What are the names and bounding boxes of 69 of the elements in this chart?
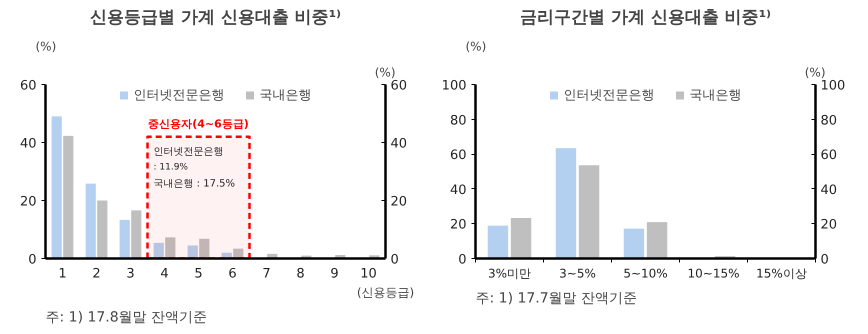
bar [165, 237, 176, 258]
y2-tick-label: 40 [390, 136, 408, 152]
y2-tick-label: 60 [390, 78, 408, 94]
bar [131, 210, 142, 258]
y-tick-label: 60 [450, 148, 467, 164]
bar [63, 136, 74, 258]
y-tick-label: 80 [450, 113, 467, 128]
x-tick-label: 7 [262, 266, 271, 282]
y2-tick-label: 20 [820, 218, 838, 233]
x-tick-label: 5 [194, 266, 203, 282]
x-tick-label: 5~10% [623, 266, 668, 280]
bar [199, 238, 210, 258]
bar [188, 245, 198, 258]
x-tick-label: 1 [58, 266, 67, 282]
legend-label: 인터넷전문은행 [564, 87, 654, 104]
bar [488, 226, 508, 258]
y-tick-label: 40 [20, 136, 37, 152]
y2-axis-title: (%) [804, 66, 826, 80]
x-tick-label: 10~15% [688, 266, 740, 280]
y2-tick-label: 0 [820, 252, 829, 268]
y-tick-label: 0 [28, 252, 37, 268]
y2-tick-label: 0 [390, 252, 399, 268]
x-tick-label: 2 [92, 266, 101, 282]
chart-title: 금리구간별 가계 신용대출 비중¹⁾ [520, 8, 772, 28]
x-tick-label: 8 [296, 266, 305, 282]
bar [556, 148, 576, 258]
x-tick-label: 9 [330, 266, 339, 282]
x-tick-label: 3~5% [559, 266, 596, 280]
y-tick-label: 20 [450, 218, 467, 233]
legend-label: 인터넷전문은행 [134, 87, 224, 104]
bar [624, 228, 644, 258]
bar [52, 116, 62, 258]
legend-label: 국내은행 [690, 87, 742, 104]
y-tick-label: 40 [450, 182, 467, 198]
bar [233, 248, 244, 258]
bar [154, 242, 164, 258]
y2-tick-label: 60 [820, 148, 838, 164]
x-tick-label: 6 [228, 266, 237, 282]
y2-tick-label: 100 [820, 78, 846, 94]
x-tick-label: 4 [160, 266, 169, 282]
y-axis-title: (%) [36, 40, 56, 54]
text: 주: 1) 17.7월말 잔액기준 [476, 290, 638, 306]
y2-tick-label: 40 [820, 182, 838, 198]
y-tick-label: 0 [458, 252, 467, 268]
y-tick-label: 100 [442, 78, 467, 94]
chart-title: 신용등급별 가계 신용대출 비중¹⁾ [90, 8, 342, 28]
bar [578, 165, 600, 258]
bar [510, 218, 532, 258]
text: 주: 1) 17.8월말 잔액기준 [46, 310, 208, 326]
y2-tick-label: 20 [390, 194, 408, 210]
y-tick-label: 20 [20, 194, 37, 210]
band-label: 중신용자(4~6등급) [148, 118, 249, 131]
x-tick-label: 15%이상 [756, 266, 807, 280]
x-axis-title: (신용등급) [356, 286, 414, 300]
annotation: : 11.9% [154, 162, 188, 173]
y-tick-label: 60 [20, 78, 37, 94]
y-axis-title: (%) [466, 40, 486, 54]
y2-tick-label: 80 [820, 113, 838, 128]
x-tick-label: 3%미만 [488, 266, 532, 280]
x-tick-label: 10 [360, 266, 377, 282]
annotation: 국내은행 : 17.5% [154, 178, 235, 190]
x-tick-label: 3 [126, 266, 135, 282]
bar [120, 220, 130, 258]
annotation: 인터넷전문은행 [154, 146, 224, 158]
bar [646, 222, 668, 258]
bar [97, 200, 108, 258]
legend-label: 국내은행 [260, 87, 312, 104]
y2-axis-title: (%) [374, 66, 396, 80]
bar [86, 184, 96, 258]
